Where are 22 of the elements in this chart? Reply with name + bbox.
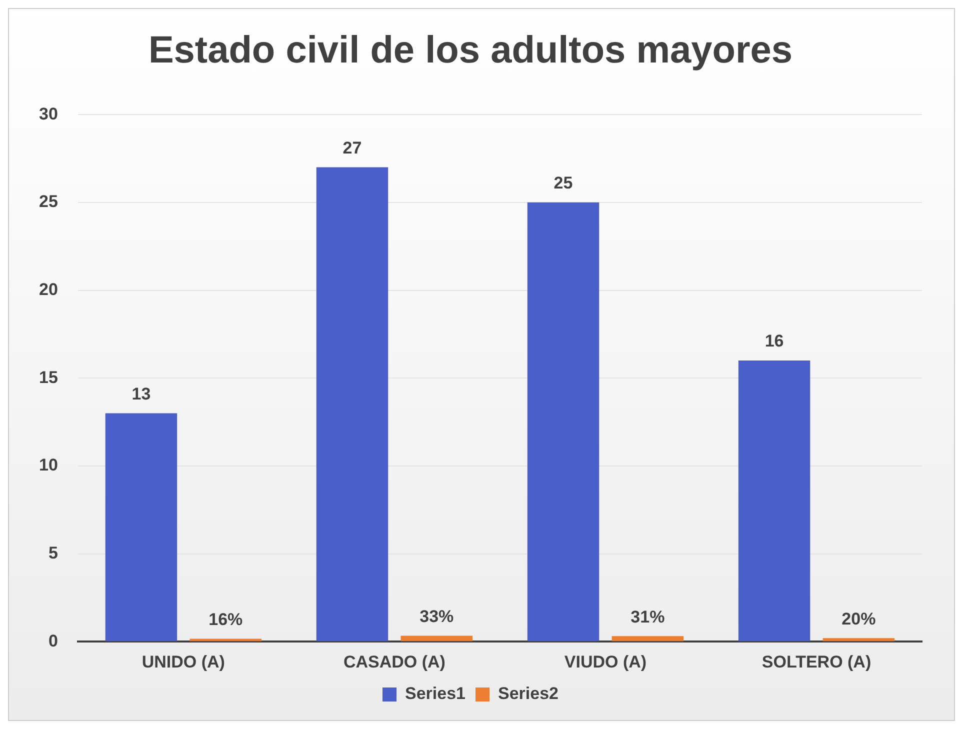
data-label: 27 [342, 138, 362, 158]
x-tick-label: SOLTERO (A) [762, 652, 872, 672]
legend-label: Series1 [405, 684, 466, 704]
data-label: 13 [132, 384, 151, 404]
data-label: 16 [764, 332, 784, 351]
data-label: 31% [630, 607, 665, 626]
data-label: 20% [842, 609, 876, 628]
y-tick-label: 15 [38, 368, 58, 387]
x-tick-label: VIUDO (A) [564, 652, 647, 672]
chart-title: Estado civil de los adultos mayores [148, 29, 793, 72]
data-label: 33% [420, 606, 454, 626]
x-tick-label: UNIDO (A) [142, 652, 225, 672]
y-tick-label: 20 [38, 280, 58, 299]
y-tick-label: 10 [38, 456, 58, 475]
x-tick-label: CASADO (A) [343, 652, 446, 672]
legend-label: Series2 [498, 684, 558, 704]
y-tick-label: 30 [38, 104, 58, 124]
data-label: 16% [208, 610, 243, 629]
y-tick-label: 5 [48, 543, 58, 562]
y-tick-label: 0 [48, 631, 58, 650]
y-tick-label: 25 [38, 192, 58, 212]
data-label: 25 [554, 174, 573, 193]
